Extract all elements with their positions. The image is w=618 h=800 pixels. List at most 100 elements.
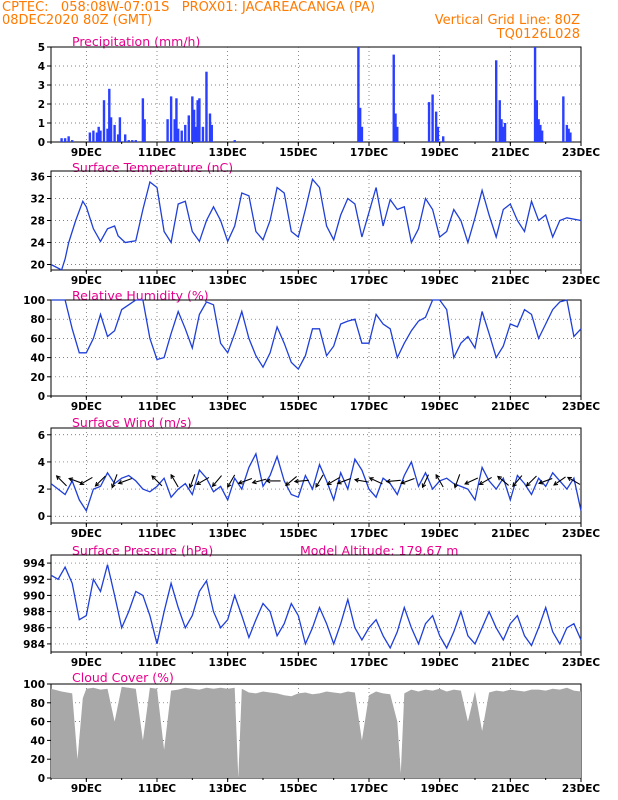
pres-frame xyxy=(50,554,582,653)
precip-bar xyxy=(116,134,120,142)
wind-xtick-label: 11DEC xyxy=(138,528,177,540)
precip-bar xyxy=(502,126,505,142)
precip-bar xyxy=(71,140,74,142)
precip-bar xyxy=(124,134,127,142)
wind-vector-head xyxy=(464,480,470,485)
precip-ytick-label: 3 xyxy=(38,80,45,92)
precip-bar xyxy=(539,124,542,142)
header-station-line: CPTEC: 058:08W-07:01S PROX01: JACAREACAN… xyxy=(2,0,376,15)
wind-vector xyxy=(56,475,67,487)
wind-vector xyxy=(479,476,492,485)
cloud-area xyxy=(51,686,581,778)
precip-bar xyxy=(95,132,99,142)
wind-vector xyxy=(327,476,341,485)
precip-bar xyxy=(175,98,178,142)
cloud-xtick-label: 19DEC xyxy=(421,783,460,795)
wind-vector-head xyxy=(478,480,484,486)
precip-xtick-label: 9DEC xyxy=(71,147,102,159)
temp-xtick-label: 21DEC xyxy=(491,275,530,287)
wind-vector xyxy=(538,478,553,484)
precip-bar xyxy=(535,100,539,142)
precip-bar xyxy=(358,107,362,142)
wind-ytick-label: 4 xyxy=(38,457,45,469)
wind-ytick-label: 0 xyxy=(38,511,45,523)
cloud-ytick-label: 40 xyxy=(30,735,45,747)
wind-vector-head xyxy=(435,473,440,479)
wind-vector xyxy=(401,478,415,484)
precip-bar xyxy=(166,119,169,142)
wind-vector xyxy=(337,478,352,484)
pres-xtick-label: 13DEC xyxy=(209,657,248,669)
pres-series-line xyxy=(50,564,582,650)
precip-xtick-label: 23DEC xyxy=(562,147,601,159)
precip-xtick-label: 21DEC xyxy=(491,147,530,159)
wind-vector xyxy=(464,477,479,485)
precip-bar xyxy=(567,128,570,142)
precip-bar xyxy=(191,96,194,142)
pres-ytick-label: 990 xyxy=(23,590,45,602)
precip-bar xyxy=(431,94,434,142)
precip-bar xyxy=(357,47,360,142)
precip-bar xyxy=(106,128,109,142)
precip-bar xyxy=(67,136,70,142)
wind-vector-head xyxy=(211,482,217,488)
cloud-ytick-label: 60 xyxy=(30,717,45,729)
wind-vector-head xyxy=(117,479,123,485)
wind-vector xyxy=(212,475,222,487)
rh-xtick-label: 13DEC xyxy=(209,401,248,413)
precip-xtick-label: 15DEC xyxy=(279,147,318,159)
precip-bar xyxy=(141,98,145,142)
precip-bar xyxy=(177,128,180,142)
precip-bar xyxy=(180,130,183,142)
precip-xtick-label: 11DEC xyxy=(138,147,177,159)
precip-bar xyxy=(99,130,102,142)
wind-vector-head xyxy=(227,482,232,488)
wind-xtick-label: 19DEC xyxy=(421,528,460,540)
pres-xtick-label: 21DEC xyxy=(491,657,530,669)
temp-ytick-label: 32 xyxy=(30,194,45,206)
temp-xtick-label: 11DEC xyxy=(138,275,177,287)
wind-vector xyxy=(553,476,566,486)
wind-vector-head xyxy=(353,477,360,483)
wind-vector xyxy=(118,478,132,484)
cloud-xtick-label: 11DEC xyxy=(138,783,177,795)
precip-bar xyxy=(63,138,67,142)
wind-xtick-label: 15DEC xyxy=(279,528,318,540)
wind-vector-head xyxy=(538,479,544,485)
precip-bar xyxy=(198,98,201,142)
precip-bar xyxy=(196,100,199,142)
wind-vector xyxy=(227,474,236,488)
precip-bar xyxy=(495,60,498,142)
cloud-ytick-label: 100 xyxy=(23,679,45,691)
wind-vector xyxy=(252,478,267,484)
cloud-xtick-label: 9DEC xyxy=(71,783,102,795)
wind-vector xyxy=(526,475,537,487)
rh-ytick-label: 0 xyxy=(38,391,45,403)
precip-bar xyxy=(109,117,113,142)
precip-bar xyxy=(233,140,236,142)
wind-vector-head xyxy=(79,480,85,486)
wind-vector-head xyxy=(68,477,74,482)
precip-bar xyxy=(427,102,431,142)
rh-ytick-label: 60 xyxy=(30,333,45,345)
precip-ytick-label: 0 xyxy=(38,137,45,149)
temp-ytick-label: 24 xyxy=(30,238,45,250)
pres-subtitle: Model Altitude: 179.67 m xyxy=(300,543,458,558)
wind-vector xyxy=(354,479,369,483)
temp-xtick-label: 13DEC xyxy=(209,275,248,287)
precip-bar xyxy=(184,124,187,142)
wind-vector xyxy=(435,474,444,488)
temp-xtick-label: 19DEC xyxy=(421,275,460,287)
wind-vector xyxy=(285,476,297,486)
pres-ytick-label: 992 xyxy=(23,574,45,586)
precip-bar xyxy=(394,113,397,142)
rh-ytick-label: 40 xyxy=(30,353,45,365)
precip-bar xyxy=(187,115,190,142)
wind-vector-head xyxy=(553,481,559,486)
wind-vector xyxy=(369,477,383,485)
temp-ytick-label: 28 xyxy=(30,216,45,228)
cloud-xtick-label: 17DEC xyxy=(350,783,389,795)
wind-vector-head xyxy=(421,483,427,489)
wind-vector-head xyxy=(336,479,342,485)
